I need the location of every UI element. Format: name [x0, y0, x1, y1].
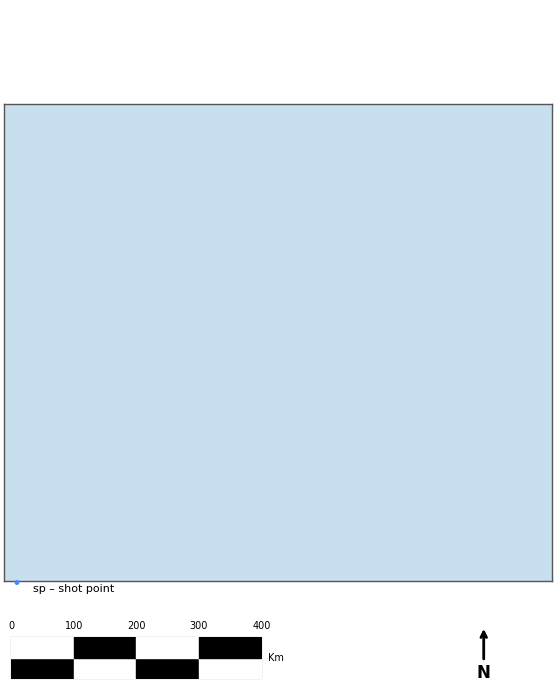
Text: 200: 200 — [127, 621, 146, 631]
Text: 300: 300 — [190, 621, 208, 631]
Text: N: N — [477, 664, 490, 682]
Text: Km: Km — [267, 653, 284, 662]
Text: 0: 0 — [8, 621, 14, 631]
Text: 100: 100 — [64, 621, 83, 631]
Text: •: • — [11, 575, 21, 593]
Text: 400: 400 — [252, 621, 271, 631]
Text: sp – shot point: sp – shot point — [33, 584, 115, 594]
